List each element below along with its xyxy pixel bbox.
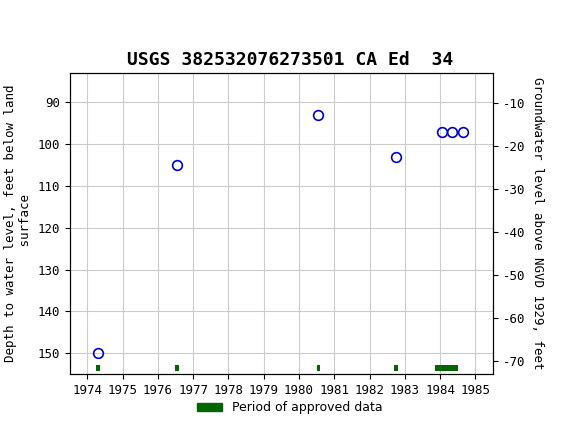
Y-axis label: Depth to water level, feet below land
 surface: Depth to water level, feet below land su… (4, 85, 32, 362)
Bar (176, 365, 179, 371)
Legend: Period of approved data: Period of approved data (192, 396, 388, 419)
Y-axis label: Groundwater level above NGVD 1929, feet: Groundwater level above NGVD 1929, feet (531, 77, 544, 370)
Bar (435, 365, 458, 371)
Bar (317, 365, 320, 371)
Text: USGS 382532076273501 CA Ed  34: USGS 382532076273501 CA Ed 34 (127, 51, 453, 69)
Bar (394, 365, 398, 371)
Text: ╳USGS: ╳USGS (12, 15, 70, 37)
Bar (96, 365, 100, 371)
